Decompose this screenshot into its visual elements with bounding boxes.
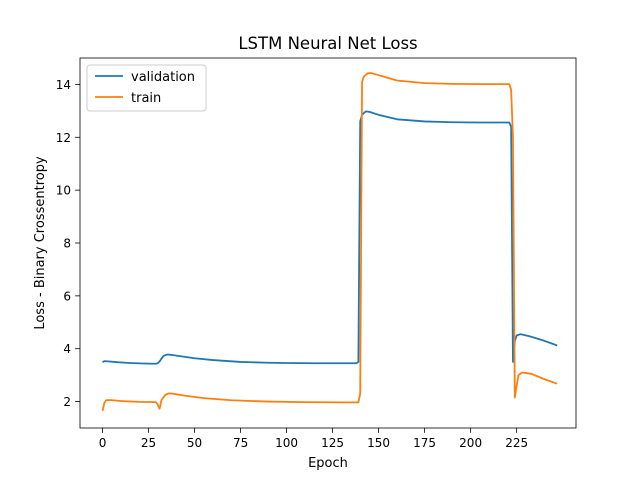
y-tick-label: 6 — [63, 289, 71, 303]
y-tick-label: 12 — [56, 131, 71, 145]
x-tick-label: 25 — [141, 436, 156, 450]
x-tick-label: 150 — [367, 436, 390, 450]
x-tick-label: 0 — [99, 436, 107, 450]
x-tick-label: 125 — [321, 436, 344, 450]
x-tick-label: 75 — [233, 436, 248, 450]
chart-title: LSTM Neural Net Loss — [238, 34, 417, 53]
y-tick-label: 4 — [63, 342, 71, 356]
y-tick-label: 2 — [63, 395, 71, 409]
x-tick-label: 100 — [275, 436, 298, 450]
legend-label-train: train — [131, 91, 161, 106]
y-tick-label: 14 — [56, 78, 71, 92]
legend-label-validation: validation — [131, 70, 195, 85]
x-axis-ticks: 0 25 50 75 100 125 150 175 200 225 — [99, 428, 528, 450]
legend: validation train — [86, 64, 207, 112]
x-tick-label: 225 — [505, 436, 528, 450]
x-axis-label: Epoch — [308, 456, 348, 471]
y-tick-label: 8 — [63, 237, 71, 251]
series-line-train — [101, 72, 558, 412]
y-axis-label: Loss - Binary Crossentropy — [33, 156, 48, 330]
x-tick-label: 50 — [187, 436, 202, 450]
y-tick-label: 10 — [56, 184, 71, 198]
x-tick-label: 175 — [413, 436, 436, 450]
series-layer — [101, 72, 558, 412]
x-tick-label: 200 — [459, 436, 482, 450]
y-axis-ticks: 2 4 6 8 10 12 14 — [56, 78, 80, 409]
plot-area — [80, 58, 576, 428]
